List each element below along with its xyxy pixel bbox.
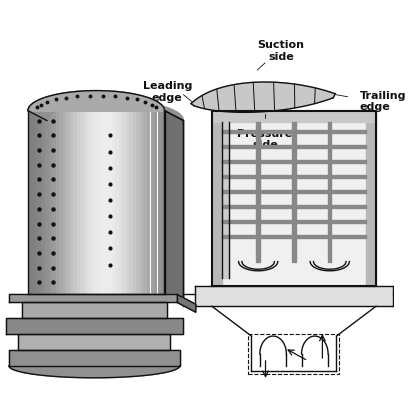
Polygon shape xyxy=(119,111,122,294)
Polygon shape xyxy=(211,111,375,287)
Polygon shape xyxy=(143,111,147,294)
Text: Suction
side: Suction side xyxy=(257,40,304,62)
Polygon shape xyxy=(80,111,84,294)
Polygon shape xyxy=(222,221,365,224)
Polygon shape xyxy=(164,111,183,305)
Polygon shape xyxy=(9,350,179,366)
Polygon shape xyxy=(211,111,222,287)
Polygon shape xyxy=(77,111,80,294)
Polygon shape xyxy=(176,294,195,313)
Polygon shape xyxy=(101,111,104,294)
Polygon shape xyxy=(211,111,375,122)
Polygon shape xyxy=(52,111,56,294)
Polygon shape xyxy=(365,111,375,287)
Polygon shape xyxy=(56,111,59,294)
Polygon shape xyxy=(222,131,365,134)
Polygon shape xyxy=(147,111,150,294)
Polygon shape xyxy=(105,111,108,294)
Polygon shape xyxy=(9,366,179,378)
Polygon shape xyxy=(222,176,365,179)
Polygon shape xyxy=(129,111,133,294)
Polygon shape xyxy=(328,122,331,262)
Polygon shape xyxy=(222,206,365,209)
Polygon shape xyxy=(222,161,365,164)
Polygon shape xyxy=(133,111,136,294)
Polygon shape xyxy=(19,334,170,350)
Text: Leading
edge: Leading edge xyxy=(142,81,192,102)
Polygon shape xyxy=(108,111,112,294)
Polygon shape xyxy=(31,111,35,294)
Polygon shape xyxy=(49,111,52,294)
Polygon shape xyxy=(87,111,91,294)
Polygon shape xyxy=(161,111,164,294)
Polygon shape xyxy=(94,111,97,294)
Polygon shape xyxy=(240,262,275,271)
Polygon shape xyxy=(126,111,129,294)
Polygon shape xyxy=(195,287,392,307)
Polygon shape xyxy=(98,111,101,294)
Polygon shape xyxy=(292,122,295,262)
Polygon shape xyxy=(222,236,365,239)
Polygon shape xyxy=(66,111,70,294)
Polygon shape xyxy=(84,111,87,294)
Polygon shape xyxy=(28,92,183,121)
Text: Trailing
edge: Trailing edge xyxy=(359,91,406,112)
Polygon shape xyxy=(154,111,157,294)
Polygon shape xyxy=(73,111,77,294)
Polygon shape xyxy=(38,111,42,294)
Polygon shape xyxy=(157,111,161,294)
Polygon shape xyxy=(222,146,365,149)
Polygon shape xyxy=(63,111,66,294)
Polygon shape xyxy=(122,111,126,294)
Polygon shape xyxy=(191,83,335,113)
Bar xyxy=(248,334,339,374)
Polygon shape xyxy=(164,111,168,294)
Polygon shape xyxy=(6,318,183,334)
Polygon shape xyxy=(115,111,119,294)
Polygon shape xyxy=(70,111,73,294)
Polygon shape xyxy=(9,294,176,303)
Polygon shape xyxy=(59,111,63,294)
Polygon shape xyxy=(140,111,143,294)
Polygon shape xyxy=(28,111,31,294)
Polygon shape xyxy=(35,111,38,294)
Text: Pressure
side: Pressure side xyxy=(237,128,292,150)
Polygon shape xyxy=(222,122,228,279)
Polygon shape xyxy=(91,111,94,294)
Polygon shape xyxy=(28,92,164,111)
Polygon shape xyxy=(256,122,259,262)
Polygon shape xyxy=(45,111,49,294)
Polygon shape xyxy=(112,111,115,294)
Polygon shape xyxy=(22,303,167,318)
Polygon shape xyxy=(42,111,45,294)
Polygon shape xyxy=(136,111,140,294)
Polygon shape xyxy=(222,191,365,194)
Polygon shape xyxy=(311,262,347,271)
Polygon shape xyxy=(150,111,154,294)
